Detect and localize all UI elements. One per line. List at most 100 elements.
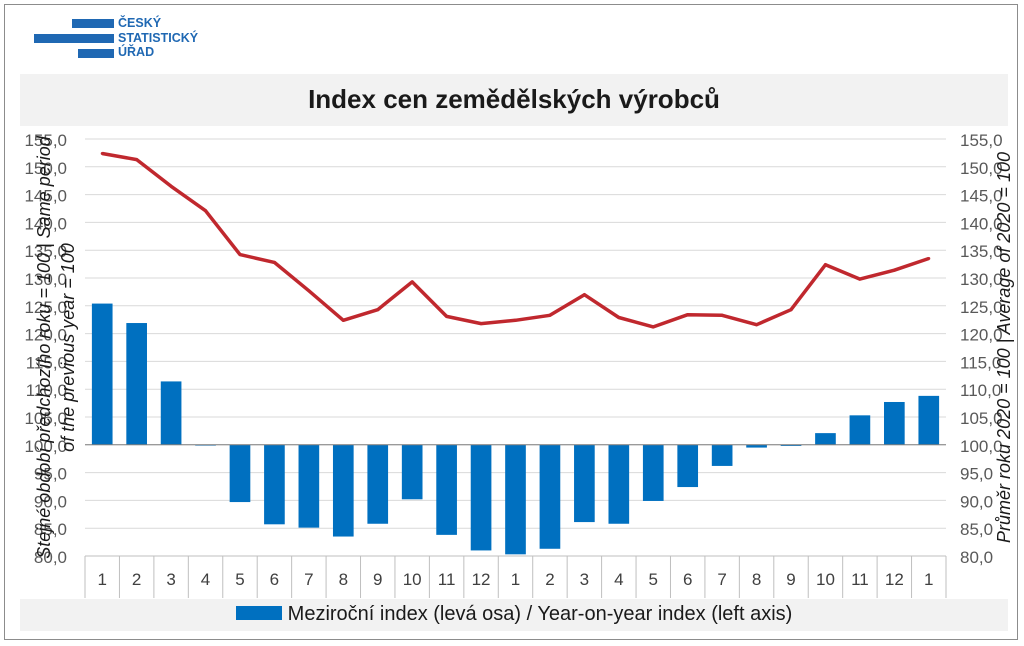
logo-line-2: STATISTICKÝ	[118, 30, 199, 45]
bar	[849, 415, 871, 445]
y-tick-right: 110,0	[960, 381, 1001, 400]
bar	[711, 444, 733, 466]
y-tick-left: 125,0	[24, 298, 67, 317]
bar	[780, 444, 802, 446]
title-band: Index cen zemědělských výrobců	[20, 74, 1008, 126]
y-tick-left: 100,0	[24, 437, 67, 456]
x-tick-label: 2	[132, 570, 141, 589]
line-point	[410, 280, 414, 284]
line-point	[238, 253, 242, 257]
legend-label-bars: Meziroční index (levá osa) / Year-on-yea…	[287, 603, 793, 625]
y-tick-right: 100,0	[960, 437, 1003, 456]
y-axis-title-left-line-1: Stejné období předchozího roku = 100 | S…	[34, 135, 54, 558]
bar	[815, 433, 836, 445]
bar	[229, 444, 251, 503]
bar	[746, 444, 767, 448]
x-tick-label: 5	[235, 570, 244, 589]
y-tick-left: 155,0	[24, 131, 67, 150]
logo-line-3: ÚŘAD	[118, 45, 155, 59]
bar	[677, 444, 699, 488]
y-tick-left: 135,0	[24, 242, 67, 261]
bar	[574, 444, 595, 523]
line-point	[651, 325, 655, 329]
x-tick-label: 3	[580, 570, 589, 589]
bar	[367, 444, 389, 524]
line-point	[617, 315, 621, 319]
x-tick-label: 6	[683, 570, 692, 589]
bar	[160, 381, 182, 445]
x-tick-label: 3	[166, 570, 175, 589]
line-point	[686, 313, 690, 317]
x-tick-label: 7	[717, 570, 726, 589]
line-point	[789, 308, 793, 312]
line-point	[135, 158, 139, 162]
y-tick-right: 135,0	[960, 242, 1003, 261]
line-point	[548, 313, 552, 317]
line-point	[927, 257, 931, 261]
line-point	[892, 268, 896, 272]
bar	[264, 444, 285, 525]
y-tick-right: 95,0	[960, 465, 993, 484]
y-tick-right: 130,0	[960, 270, 1003, 289]
y-tick-right: 140,0	[960, 214, 1003, 233]
x-tick-label: 8	[752, 570, 761, 589]
line-point	[514, 318, 517, 322]
line-series	[101, 151, 930, 329]
x-tick-label: 7	[304, 570, 313, 589]
line-point	[479, 322, 483, 326]
x-tick-label: 8	[339, 570, 348, 589]
line-point	[858, 277, 862, 281]
x-tick-label: 9	[373, 570, 382, 589]
y-tick-left: 120,0	[24, 326, 67, 345]
y-tick-right: 105,0	[960, 409, 1003, 428]
y-tick-left: 150,0	[24, 159, 67, 178]
y-tick-left: 115,0	[26, 353, 67, 372]
y-tick-right: 145,0	[960, 187, 1003, 206]
x-tick-label: 12	[885, 570, 904, 589]
line-point	[376, 308, 380, 312]
legend-swatch-bars	[235, 605, 282, 620]
y-axis-title-left-line-2: of the previous year = 100	[58, 243, 78, 452]
logo-bar-bottom	[78, 49, 114, 58]
line-point	[755, 323, 759, 327]
bar	[332, 444, 354, 537]
x-tick-label: 4	[201, 570, 210, 589]
y-tick-right: 125,0	[960, 298, 1003, 317]
y-tick-left: 105,0	[24, 409, 67, 428]
line-point	[823, 263, 827, 267]
y-tick-right: 120,0	[960, 326, 1003, 345]
x-tick-label: 1	[511, 570, 520, 589]
y-tick-left: 110,0	[26, 381, 67, 400]
bar	[505, 444, 526, 555]
line-point	[720, 313, 724, 317]
chart-title: Index cen zemědělských výrobců	[308, 84, 720, 114]
x-tick-label: 11	[438, 570, 456, 589]
csu-logo: ČESKÝ STATISTICKÝ ÚŘAD	[30, 16, 230, 62]
bar	[401, 444, 423, 500]
x-tick-label: 6	[270, 570, 279, 589]
y-axis-title-right: Průměr roku 2020 = 100 | Average of 2020…	[994, 152, 1014, 543]
line-point	[100, 151, 104, 155]
x-tick-label: 1	[97, 570, 106, 589]
y-tick-right: 90,0	[960, 492, 993, 511]
legend-band: Meziroční index (levá osa) / Year-on-yea…	[20, 599, 1008, 631]
x-tick-label: 11	[851, 570, 869, 589]
x-tick-label: 5	[649, 570, 658, 589]
bar	[126, 323, 147, 445]
x-tick-label: 9	[786, 570, 795, 589]
x-tick-label: 10	[816, 570, 835, 589]
line-point	[341, 318, 345, 322]
y-tick-left: 95,0	[34, 465, 67, 484]
line-point	[582, 293, 586, 297]
bar	[884, 401, 905, 445]
y-tick-right: 80,0	[960, 548, 993, 567]
x-tick-label: 1	[924, 570, 933, 589]
line-point	[307, 289, 311, 293]
x-tick-label: 10	[403, 570, 422, 589]
bar	[539, 444, 561, 549]
y-tick-left: 130,0	[24, 270, 67, 289]
bar	[436, 444, 457, 535]
chart-legend: Meziroční index (levá osa) / Year-on-yea…	[20, 603, 1008, 626]
y-tick-right: 150,0	[960, 159, 1003, 178]
y-tick-right: 115,0	[960, 353, 1001, 372]
